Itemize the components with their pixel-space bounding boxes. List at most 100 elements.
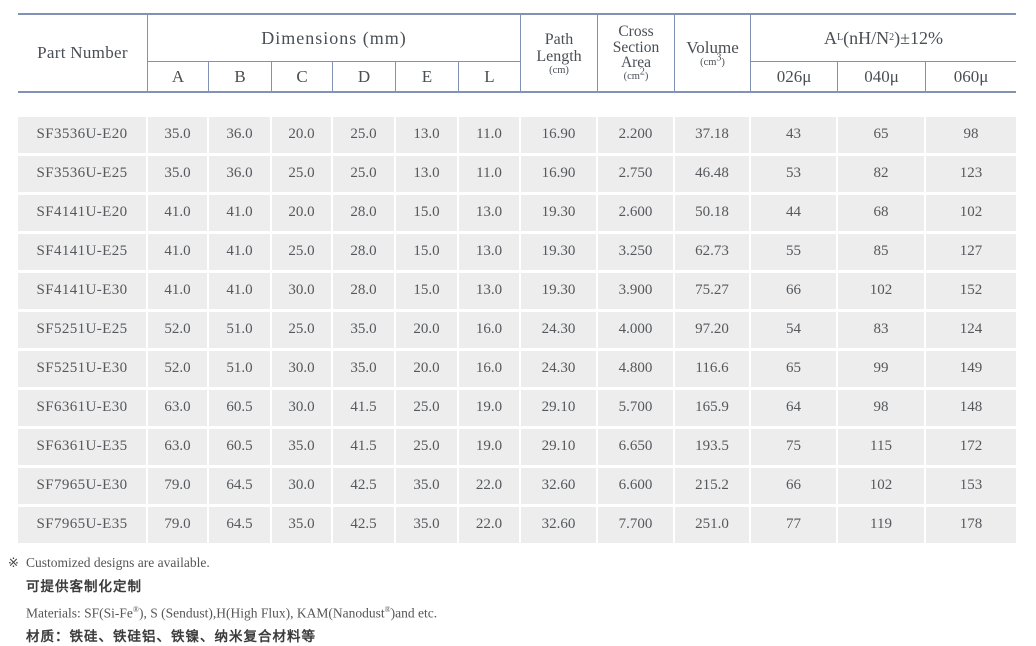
cell-path-length: 16.90 <box>521 117 598 153</box>
cell-dim-a: 41.0 <box>148 195 209 231</box>
cell-volume: 215.2 <box>675 468 751 504</box>
cell-al-040u: 65 <box>838 117 926 153</box>
cell-al-026u: 53 <box>751 156 838 192</box>
cell-al-060u: 172 <box>926 429 1016 465</box>
cell-dim-l: 19.0 <box>459 390 521 426</box>
cell-dim-b: 60.5 <box>209 390 272 426</box>
cell-dim-c: 20.0 <box>272 117 333 153</box>
table-row: SF6361U-E30 63.0 60.5 30.0 41.5 25.0 19.0 29.10… <box>18 390 1016 426</box>
cell-al-040u: 82 <box>838 156 926 192</box>
cell-dim-a: 63.0 <box>148 429 209 465</box>
table-row: SF7965U-E35 79.0 64.5 35.0 42.5 35.0 22.0 32.60… <box>18 507 1016 543</box>
header-col-a: A <box>148 62 209 91</box>
custom-note-en: Customized designs are available. <box>26 555 210 570</box>
cell-al-026u: 75 <box>751 429 838 465</box>
table-row: SF3536U-E25 35.0 36.0 25.0 25.0 13.0 11.0 16.90… <box>18 156 1016 192</box>
cell-dim-c: 30.0 <box>272 351 333 387</box>
cell-path-length: 32.60 <box>521 507 598 543</box>
cell-path-length: 32.60 <box>521 468 598 504</box>
cell-part-number: SF6361U-E35 <box>18 429 148 465</box>
cell-dim-d: 28.0 <box>333 273 396 309</box>
materials-note-en: Materials: SF(Si-Fe®), S (Sendust),H(Hig… <box>26 605 438 621</box>
cell-volume: 46.48 <box>675 156 751 192</box>
reference-mark-icon: ※ <box>8 555 19 570</box>
cell-al-026u: 77 <box>751 507 838 543</box>
cell-al-026u: 66 <box>751 468 838 504</box>
cell-dim-b: 36.0 <box>209 156 272 192</box>
header-col-040u: 040μ <box>838 62 926 91</box>
table-row: SF4141U-E30 41.0 41.0 30.0 28.0 15.0 13.0 19.30… <box>18 273 1016 309</box>
cell-al-060u: 153 <box>926 468 1016 504</box>
cell-cross-section: 4.800 <box>598 351 675 387</box>
cell-dim-d: 42.5 <box>333 507 396 543</box>
cell-volume: 193.5 <box>675 429 751 465</box>
path-length-unit: (cm) <box>549 64 569 76</box>
cell-path-length: 29.10 <box>521 429 598 465</box>
custom-note-zh: 可提供客制化定制 <box>26 579 142 594</box>
cell-volume: 97.20 <box>675 312 751 348</box>
cell-dim-c: 30.0 <box>272 468 333 504</box>
footnotes: ※ Customized designs are available. 可提供客… <box>8 555 908 645</box>
cell-path-length: 24.30 <box>521 351 598 387</box>
cell-dim-d: 25.0 <box>333 117 396 153</box>
cell-dim-c: 30.0 <box>272 390 333 426</box>
cell-path-length: 16.90 <box>521 156 598 192</box>
cell-cross-section: 6.650 <box>598 429 675 465</box>
cell-dim-e: 15.0 <box>396 273 459 309</box>
cell-al-040u: 98 <box>838 390 926 426</box>
table-row: SF7965U-E30 79.0 64.5 30.0 42.5 35.0 22.0 32.60… <box>18 468 1016 504</box>
cross-section-line3: Area <box>620 54 652 72</box>
cell-dim-l: 16.0 <box>459 351 521 387</box>
cell-volume: 165.9 <box>675 390 751 426</box>
header-col-026u: 026μ <box>751 62 838 91</box>
cell-dim-e: 13.0 <box>396 156 459 192</box>
cell-path-length: 19.30 <box>521 234 598 270</box>
header-col-b: B <box>209 62 272 91</box>
cell-dim-e: 25.0 <box>396 429 459 465</box>
cell-al-040u: 83 <box>838 312 926 348</box>
table-row: SF4141U-E20 41.0 41.0 20.0 28.0 15.0 13.0 19.30… <box>18 195 1016 231</box>
cell-dim-c: 30.0 <box>272 273 333 309</box>
cell-al-060u: 124 <box>926 312 1016 348</box>
volume-line1: Volume <box>686 37 739 57</box>
cell-dim-a: 52.0 <box>148 312 209 348</box>
cell-cross-section: 2.200 <box>598 117 675 153</box>
cell-dim-d: 35.0 <box>333 312 396 348</box>
table-row: SF4141U-E25 41.0 41.0 25.0 28.0 15.0 13.0 19.30… <box>18 234 1016 270</box>
cell-dim-b: 41.0 <box>209 234 272 270</box>
cell-part-number: SF5251U-E25 <box>18 312 148 348</box>
header-dimensions: Dimensions (mm) <box>148 15 521 62</box>
table-row: SF3536U-E20 35.0 36.0 20.0 25.0 13.0 11.0 16.90… <box>18 117 1016 153</box>
cell-path-length: 19.30 <box>521 273 598 309</box>
header-al-value: A L (nH/N 2)±12% <box>751 15 1016 62</box>
cross-section-unit: (cm2) <box>623 66 649 82</box>
cell-volume: 116.6 <box>675 351 751 387</box>
cell-dim-e: 35.0 <box>396 468 459 504</box>
header-col-060u: 060μ <box>953 66 989 86</box>
cell-al-026u: 43 <box>751 117 838 153</box>
cell-al-060u: 127 <box>926 234 1016 270</box>
cell-dim-e: 25.0 <box>396 390 459 426</box>
cell-dim-d: 41.5 <box>333 390 396 426</box>
cell-dim-b: 64.5 <box>209 468 272 504</box>
cell-dim-c: 25.0 <box>272 234 333 270</box>
cross-section-line1: Cross <box>618 23 654 41</box>
path-length-line2: Length <box>536 47 582 65</box>
cell-volume: 251.0 <box>675 507 751 543</box>
cell-dim-d: 25.0 <box>333 156 396 192</box>
table-row: SF6361U-E35 63.0 60.5 35.0 41.5 25.0 19.0 29.10… <box>18 429 1016 465</box>
cell-dim-e: 35.0 <box>396 507 459 543</box>
cell-dim-e: 20.0 <box>396 351 459 387</box>
cell-al-040u: 102 <box>838 273 926 309</box>
cell-volume: 75.27 <box>675 273 751 309</box>
cell-dim-a: 63.0 <box>148 390 209 426</box>
cell-dim-l: 11.0 <box>459 117 521 153</box>
header-path-length: Path Length (cm) <box>521 15 598 91</box>
cell-al-060u: 102 <box>926 195 1016 231</box>
header-col-e: E <box>396 62 459 91</box>
cell-dim-e: 15.0 <box>396 234 459 270</box>
cell-al-060u: 98 <box>926 117 1016 153</box>
header-volume: Volume (cm3) <box>675 15 751 91</box>
cell-dim-d: 28.0 <box>333 195 396 231</box>
